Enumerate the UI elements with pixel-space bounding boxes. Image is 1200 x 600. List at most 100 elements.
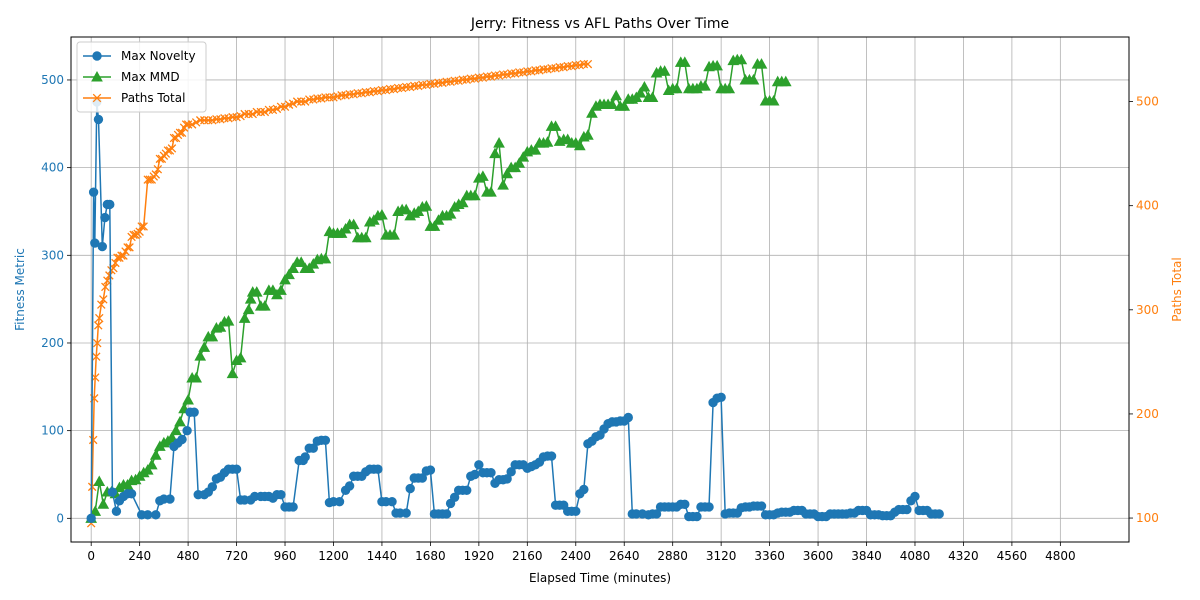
data-point xyxy=(135,227,144,236)
data-point xyxy=(99,295,108,304)
data-point xyxy=(260,107,270,117)
data-point xyxy=(187,120,197,129)
x-tick-label: 4560 xyxy=(997,549,1028,563)
data-point xyxy=(393,83,403,93)
data-point xyxy=(477,170,489,181)
data-point xyxy=(222,315,235,326)
data-point xyxy=(400,203,413,215)
data-point xyxy=(486,468,496,478)
data-point xyxy=(583,59,593,69)
data-point xyxy=(214,321,227,332)
data-point xyxy=(100,212,110,223)
data-point xyxy=(779,75,792,87)
data-point xyxy=(334,496,345,507)
data-point xyxy=(92,338,102,348)
data-point xyxy=(723,82,736,94)
data-point xyxy=(163,146,173,155)
data-point xyxy=(405,483,415,494)
data-point xyxy=(337,91,346,100)
x-tick-label: 2880 xyxy=(657,549,688,563)
x-tick-label: 480 xyxy=(177,549,200,563)
data-point xyxy=(195,116,205,125)
data-point xyxy=(304,95,314,104)
data-point xyxy=(344,481,355,491)
data-point xyxy=(482,72,492,81)
data-point xyxy=(279,273,291,285)
data-point xyxy=(699,80,711,91)
data-point xyxy=(319,252,332,264)
data-point xyxy=(295,256,308,267)
data-point xyxy=(428,220,441,231)
data-point xyxy=(244,109,253,119)
x-tick-label: 3360 xyxy=(754,549,785,563)
data-point xyxy=(182,393,194,405)
left-y-tick-label: 100 xyxy=(41,424,64,438)
data-point xyxy=(91,352,101,361)
data-point xyxy=(256,107,266,117)
data-point xyxy=(313,94,322,103)
data-point xyxy=(369,86,379,96)
data-point xyxy=(182,425,192,436)
data-point xyxy=(111,258,120,268)
data-point xyxy=(143,175,152,184)
data-point xyxy=(586,107,598,118)
data-point xyxy=(498,70,508,79)
data-point xyxy=(490,71,500,80)
data-point xyxy=(579,484,589,495)
data-point xyxy=(252,107,262,117)
data-point xyxy=(468,189,481,201)
left-y-tick-label: 500 xyxy=(41,73,64,87)
data-point xyxy=(190,372,203,383)
data-point xyxy=(119,251,128,260)
data-point xyxy=(420,200,433,211)
x-tick-label: 4080 xyxy=(900,549,931,563)
data-point xyxy=(680,499,690,510)
data-point xyxy=(658,65,671,76)
x-tick-label: 3600 xyxy=(803,549,834,563)
data-point xyxy=(456,196,469,208)
data-point xyxy=(426,79,435,89)
data-point xyxy=(248,109,257,119)
data-point xyxy=(288,99,298,108)
data-point xyxy=(226,367,239,379)
data-point xyxy=(174,415,186,427)
data-point xyxy=(206,330,219,342)
data-point xyxy=(345,90,354,99)
x-tick-label: 3840 xyxy=(851,549,882,563)
data-point xyxy=(347,218,360,230)
data-point xyxy=(546,451,557,461)
data-point xyxy=(170,424,182,436)
data-point xyxy=(236,111,245,121)
data-point xyxy=(385,84,395,94)
data-point xyxy=(300,452,310,462)
data-point xyxy=(563,61,572,71)
data-point xyxy=(434,78,443,88)
data-point xyxy=(401,508,411,518)
data-point xyxy=(153,164,163,174)
data-point xyxy=(272,104,282,114)
data-point xyxy=(501,167,513,179)
x-tick-label: 2400 xyxy=(560,549,591,563)
series-max-novelty xyxy=(86,97,944,524)
data-point xyxy=(529,144,542,155)
x-axis-ticks: 0 240 480 720 960 1200 1440 1680 1920 2160 2400 264… xyxy=(87,542,1076,563)
data-point xyxy=(200,116,209,125)
data-point xyxy=(474,460,484,470)
data-point xyxy=(692,511,702,522)
data-point xyxy=(283,268,295,280)
x-tick-label: 2160 xyxy=(512,549,543,563)
data-point xyxy=(623,412,633,423)
data-point xyxy=(462,485,472,495)
legend-label: Max MMD xyxy=(121,70,180,84)
left-y-tick-label: 300 xyxy=(41,248,64,262)
data-point xyxy=(97,498,110,509)
data-point xyxy=(541,136,554,147)
data-point xyxy=(425,465,436,475)
x-tick-label: 0 xyxy=(87,549,95,563)
series-max-mmd xyxy=(85,53,792,523)
data-point xyxy=(353,88,362,98)
data-point xyxy=(234,351,247,363)
data-point xyxy=(321,93,330,102)
data-point xyxy=(198,341,211,352)
data-point xyxy=(126,489,137,499)
